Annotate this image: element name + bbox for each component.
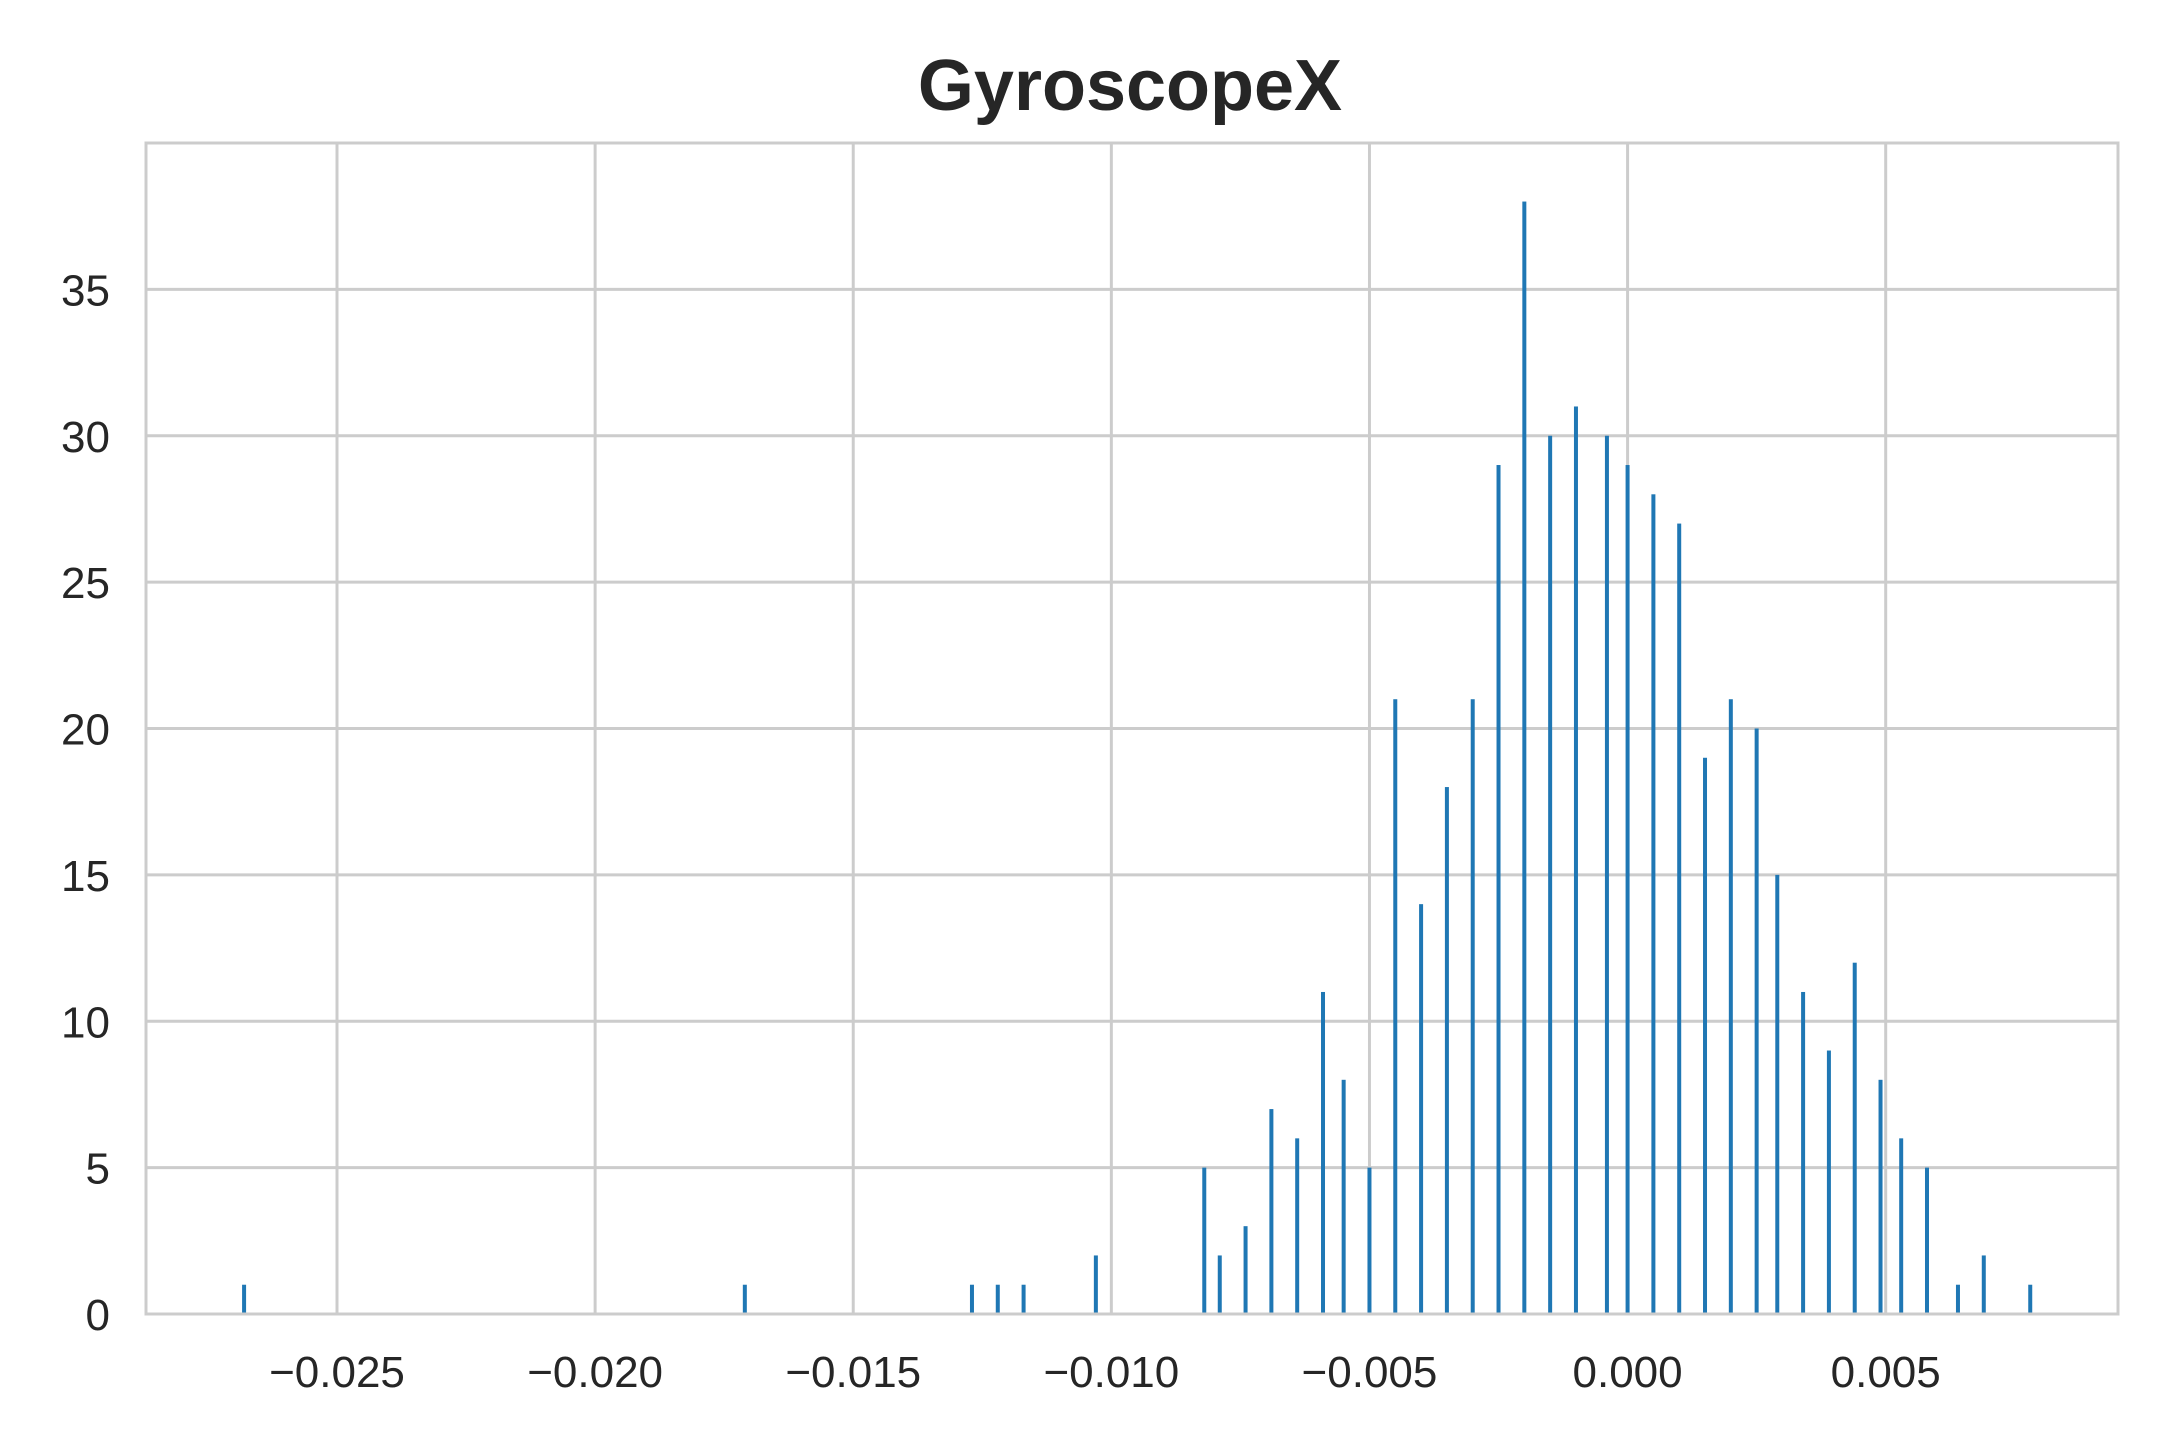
histogram-bar <box>1367 1167 1372 1314</box>
y-tick-label: 25 <box>61 559 110 608</box>
histogram-bars <box>242 201 2033 1315</box>
histogram-bar <box>969 1284 974 1314</box>
histogram-bar <box>1981 1255 1986 1314</box>
histogram-bar <box>1321 991 1326 1314</box>
histogram-bar <box>1899 1138 1904 1314</box>
histogram-bar <box>1703 757 1708 1314</box>
histogram-bar <box>1341 1079 1346 1314</box>
histogram-bar <box>1604 435 1609 1314</box>
histogram-bar <box>742 1284 747 1314</box>
histogram-bar <box>1625 465 1630 1314</box>
x-tick-label: −0.020 <box>527 1348 663 1397</box>
y-tick-label: 20 <box>61 706 110 755</box>
histogram-bar <box>1573 406 1578 1315</box>
y-tick-label: 15 <box>61 852 110 901</box>
histogram-bar <box>1393 699 1398 1314</box>
histogram-bar <box>1269 1109 1274 1314</box>
y-tick-label: 5 <box>86 1145 110 1194</box>
y-tick-label: 0 <box>86 1291 110 1340</box>
histogram-bar <box>1021 1284 1026 1314</box>
histogram-bar <box>1419 904 1424 1314</box>
x-tick-label: −0.005 <box>1302 1348 1438 1397</box>
histogram-bar <box>1878 1079 1883 1314</box>
histogram-bar <box>1775 874 1780 1314</box>
histogram-bar <box>1651 494 1656 1314</box>
histogram-bar <box>2028 1284 2033 1314</box>
histogram-bar <box>1677 523 1682 1314</box>
histogram-bar <box>1202 1167 1207 1314</box>
y-tick-label: 10 <box>61 998 110 1047</box>
histogram-bar <box>1470 699 1475 1314</box>
histogram-bar <box>1496 465 1501 1314</box>
histogram-bar <box>995 1284 1000 1314</box>
histogram-bar <box>1754 728 1759 1314</box>
histogram-bar <box>1093 1255 1098 1314</box>
y-tick-label: 35 <box>61 266 110 315</box>
histogram-bar <box>242 1284 247 1314</box>
x-tick-label: −0.015 <box>785 1348 921 1397</box>
histogram-bar <box>1548 435 1553 1314</box>
histogram-bar <box>1444 787 1449 1314</box>
chart-title: GyroscopeX <box>918 46 1342 126</box>
histogram-bar <box>1826 1050 1831 1314</box>
histogram-bar <box>1955 1284 1960 1314</box>
histogram-bar <box>1852 962 1857 1314</box>
histogram-bar <box>1728 699 1733 1314</box>
x-tick-label: 0.005 <box>1831 1348 1941 1397</box>
y-axis-tick-labels: 0 5 10 15 20 25 30 35 <box>61 266 110 1340</box>
plot-frame <box>144 141 2120 1316</box>
histogram-bar <box>1801 991 1806 1314</box>
histogram-bar <box>1522 201 1527 1314</box>
y-tick-label: 30 <box>61 413 110 462</box>
x-tick-label: −0.010 <box>1043 1348 1179 1397</box>
x-tick-label: 0.000 <box>1573 1348 1683 1397</box>
histogram-bar <box>1924 1167 1929 1314</box>
histogram-bar <box>1243 1226 1248 1314</box>
x-tick-label: −0.025 <box>269 1348 405 1397</box>
x-axis-tick-labels: −0.025 −0.020 −0.015 −0.010 −0.005 0.000 0.005 <box>269 1348 1941 1397</box>
histogram-bar <box>1217 1255 1222 1314</box>
histogram-bar <box>1295 1138 1300 1314</box>
